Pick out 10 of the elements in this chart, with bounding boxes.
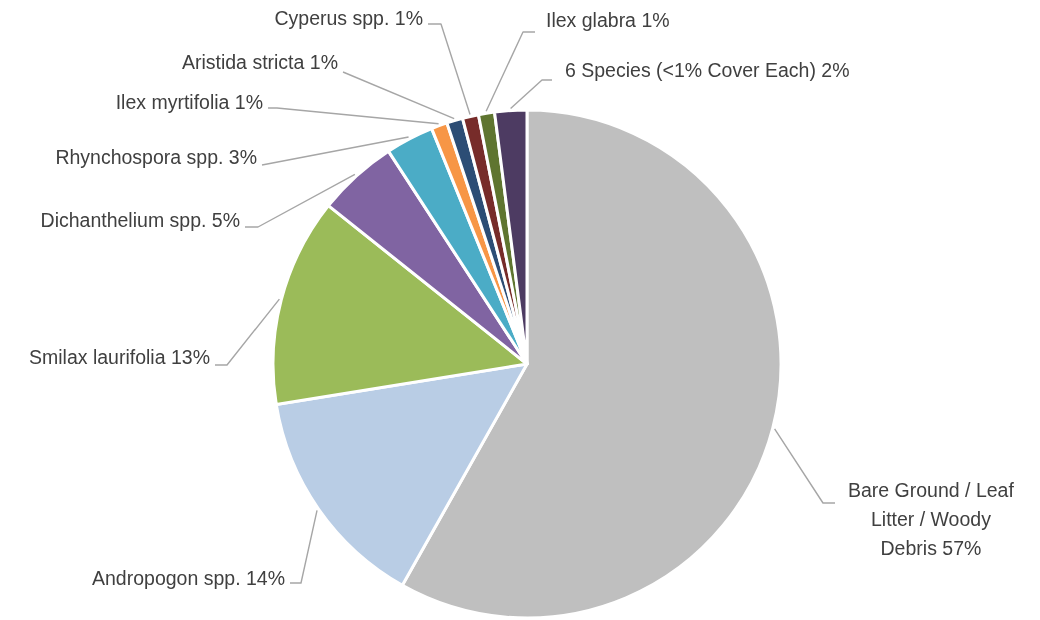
slice-label: Rhynchospora spp. 3% <box>55 146 257 168</box>
slice-label: Ilex glabra 1% <box>546 9 670 31</box>
slice-label: Cyperus spp. 1% <box>274 7 423 29</box>
slice-label: Andropogon spp. 14% <box>92 567 285 589</box>
slice-label: Dichanthelium spp. 5% <box>40 209 240 231</box>
slice-label: Ilex myrtifolia 1% <box>115 91 263 113</box>
slice-label: Smilax laurifolia 13% <box>29 346 210 368</box>
slice-label: 6 Species (<1% Cover Each) 2% <box>565 59 850 81</box>
slice-label: Bare Ground / Leaf Litter / Woody Debris 57% <box>848 479 1015 559</box>
slice-label: Aristida stricta 1% <box>181 51 338 73</box>
